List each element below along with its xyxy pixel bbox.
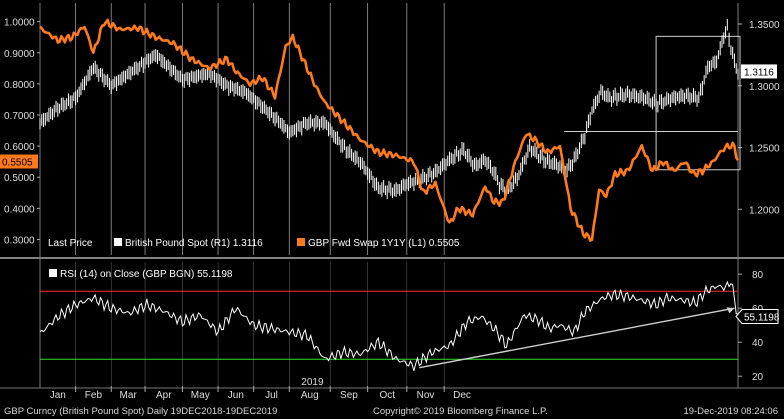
legend-swatch-price xyxy=(114,238,122,246)
x-tick-label-nov: Nov xyxy=(417,390,435,401)
chart-footer: GBP Curncy (British Pound Spot) Daily 19… xyxy=(0,404,784,419)
price-last-badge-bg xyxy=(741,64,777,79)
swap-last-badge-bg xyxy=(0,154,38,169)
x-tick-label-apr: Apr xyxy=(156,390,172,401)
rsi-legend-label: RSI (14) on Close (GBP BGN) 55.1198 xyxy=(60,269,233,280)
month-gridlines xyxy=(75,3,445,392)
right-tick-label: 1.3000 xyxy=(749,82,780,93)
left-tick-label: 0.7000 xyxy=(4,111,35,122)
left-tick-label: 0.8000 xyxy=(4,80,35,91)
x-tick-label-dec: Dec xyxy=(453,390,471,401)
swap-line xyxy=(39,18,740,242)
rsi-tick-label: 80 xyxy=(752,270,764,281)
right-tick-label: 1.2500 xyxy=(749,144,780,155)
x-tick-label-may: May xyxy=(191,390,210,401)
rsi-tick-label: 20 xyxy=(752,372,764,383)
rsi-last-badge-bg xyxy=(735,308,779,324)
legend-prefix: Last Price xyxy=(48,238,93,249)
left-tick-label: 0.9000 xyxy=(4,49,35,60)
rsi-last-badge: 55.1198 xyxy=(735,308,780,324)
left-tick-label: 1.0000 xyxy=(4,18,35,29)
rsi-line xyxy=(39,280,739,372)
right-tick-label: 1.2000 xyxy=(749,205,780,216)
x-tick-label-mar: Mar xyxy=(120,390,138,401)
left-tick-label: 0.5000 xyxy=(4,173,35,184)
x-tick-label-jul: Jul xyxy=(265,390,278,401)
rsi-trendline-arrow xyxy=(726,307,735,314)
right-tick-label: 1.3500 xyxy=(749,20,780,31)
footer-copyright: Copyright© 2019 Bloomberg Finance L.P. xyxy=(373,406,548,417)
x-tick-label-jan: Jan xyxy=(50,390,66,401)
x-year-label: 2019 xyxy=(301,377,324,388)
footer-timestamp: 19-Dec-2019 08:24:06 xyxy=(683,406,778,417)
rsi-trendline xyxy=(419,307,735,369)
bloomberg-chart: Jan Feb Mar Apr May Jun Jul Aug Sep Oct Nov Dec 2019… xyxy=(0,3,784,401)
swap-last-badge: 0.5505 xyxy=(0,154,38,169)
rsi-last-value: 55.1198 xyxy=(744,312,780,323)
legend-label-price: British Pound Spot (R1) 1.3116 xyxy=(125,238,263,249)
swap-last-value: 0.5505 xyxy=(2,158,33,169)
left-tick-label: 0.3000 xyxy=(4,235,35,246)
x-tick-label-sep: Sep xyxy=(340,390,358,401)
footer-security: GBP Curncy (British Pound Spot) Daily 19… xyxy=(4,406,278,417)
legend-swatch-swap xyxy=(297,238,305,246)
left-tick-label: 0.6000 xyxy=(4,142,35,153)
left-tick-label: 0.4000 xyxy=(4,204,35,215)
price-last-value: 1.3116 xyxy=(744,67,774,78)
legend: Last Price British Pound Spot (R1) 1.3116… xyxy=(48,238,460,249)
x-tick-label-aug: Aug xyxy=(301,390,319,401)
x-tick-label-oct: Oct xyxy=(379,390,395,401)
x-tick-label-feb: Feb xyxy=(85,390,103,401)
legend-label-swap: GBP Fwd Swap 1Y1Y (L1) 0.5505 xyxy=(308,238,460,249)
rsi-legend-swatch xyxy=(49,269,57,277)
rsi-tick-label: 40 xyxy=(752,338,764,349)
price-last-badge: 1.3116 xyxy=(741,64,777,79)
x-tick-label-jun: Jun xyxy=(228,390,244,401)
price-bars xyxy=(39,19,739,199)
